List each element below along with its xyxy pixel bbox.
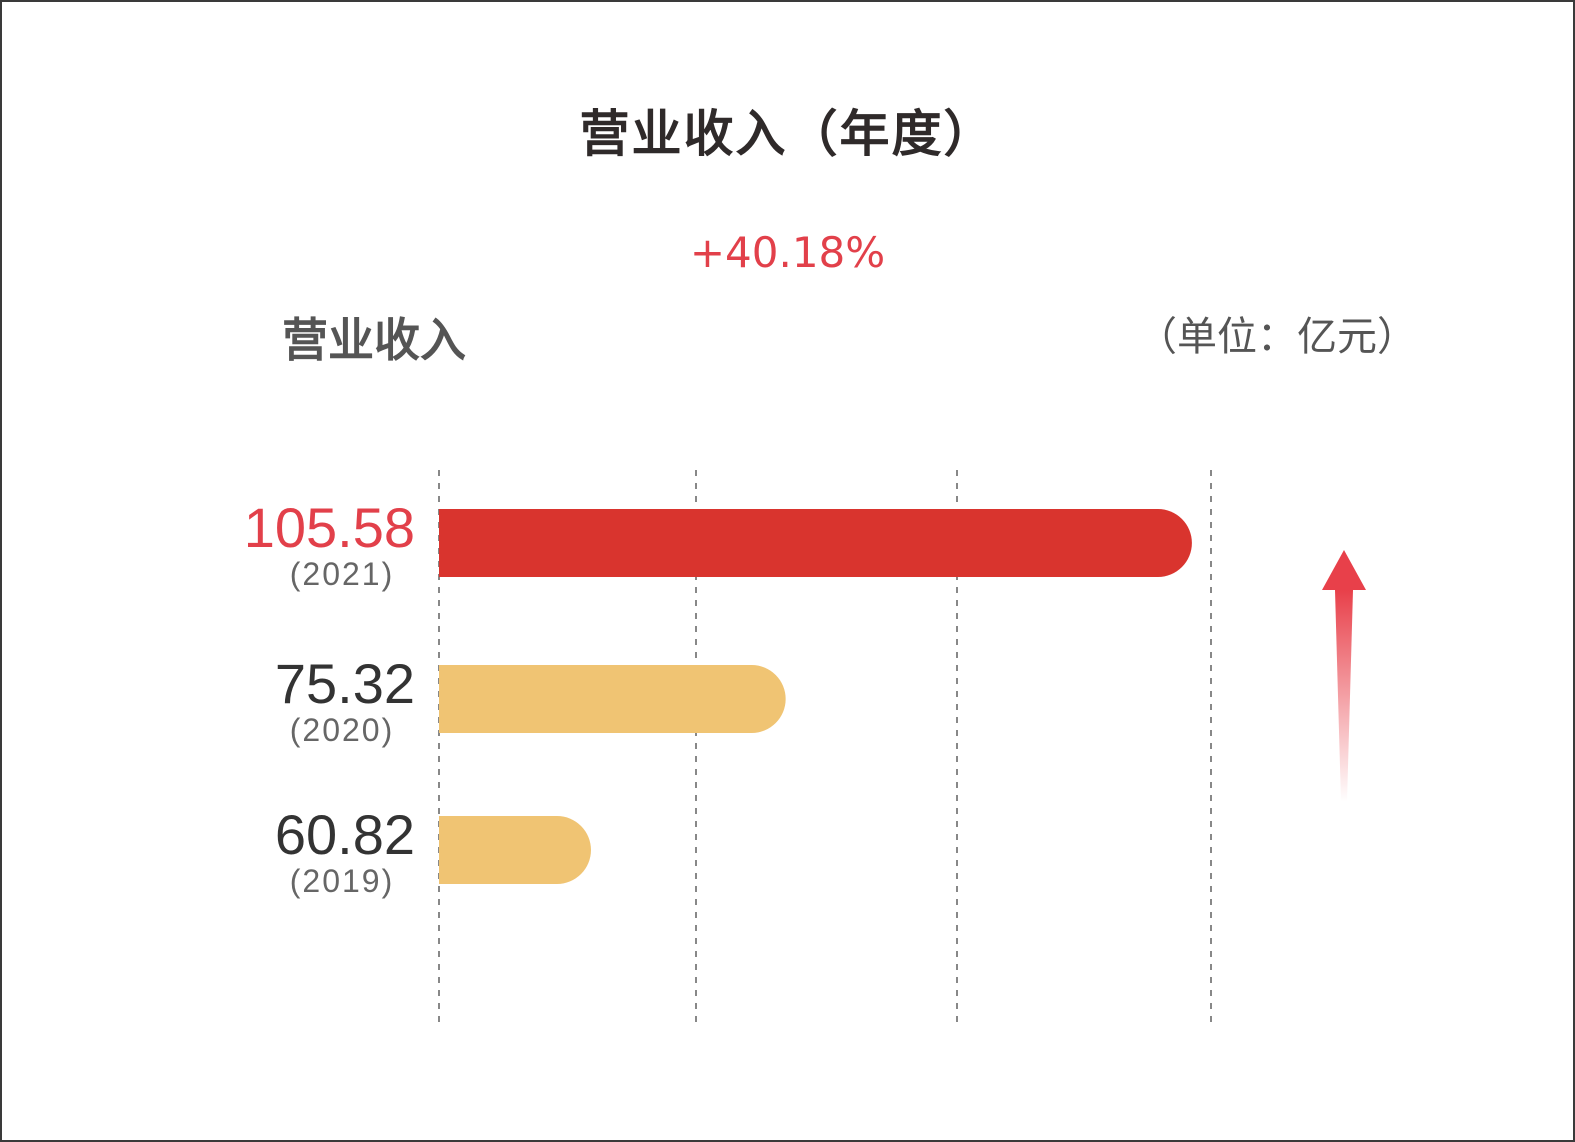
year-label: (2019)	[290, 863, 395, 899]
up-arrow-icon	[1322, 550, 1366, 802]
unit-label: （单位：亿元）	[1137, 314, 1417, 360]
bar	[439, 509, 1192, 577]
value-label: 75.32	[275, 652, 415, 715]
value-label: 60.82	[275, 803, 415, 866]
growth-rate: +40.18%	[689, 228, 886, 277]
bar	[439, 665, 786, 733]
value-label: 105.58	[244, 496, 415, 559]
bar	[439, 816, 591, 884]
year-label: (2021)	[290, 556, 395, 592]
year-label: (2020)	[290, 712, 395, 748]
chart-title: 营业收入（年度）	[579, 105, 996, 163]
chart-subtitle: 营业收入	[282, 313, 466, 367]
